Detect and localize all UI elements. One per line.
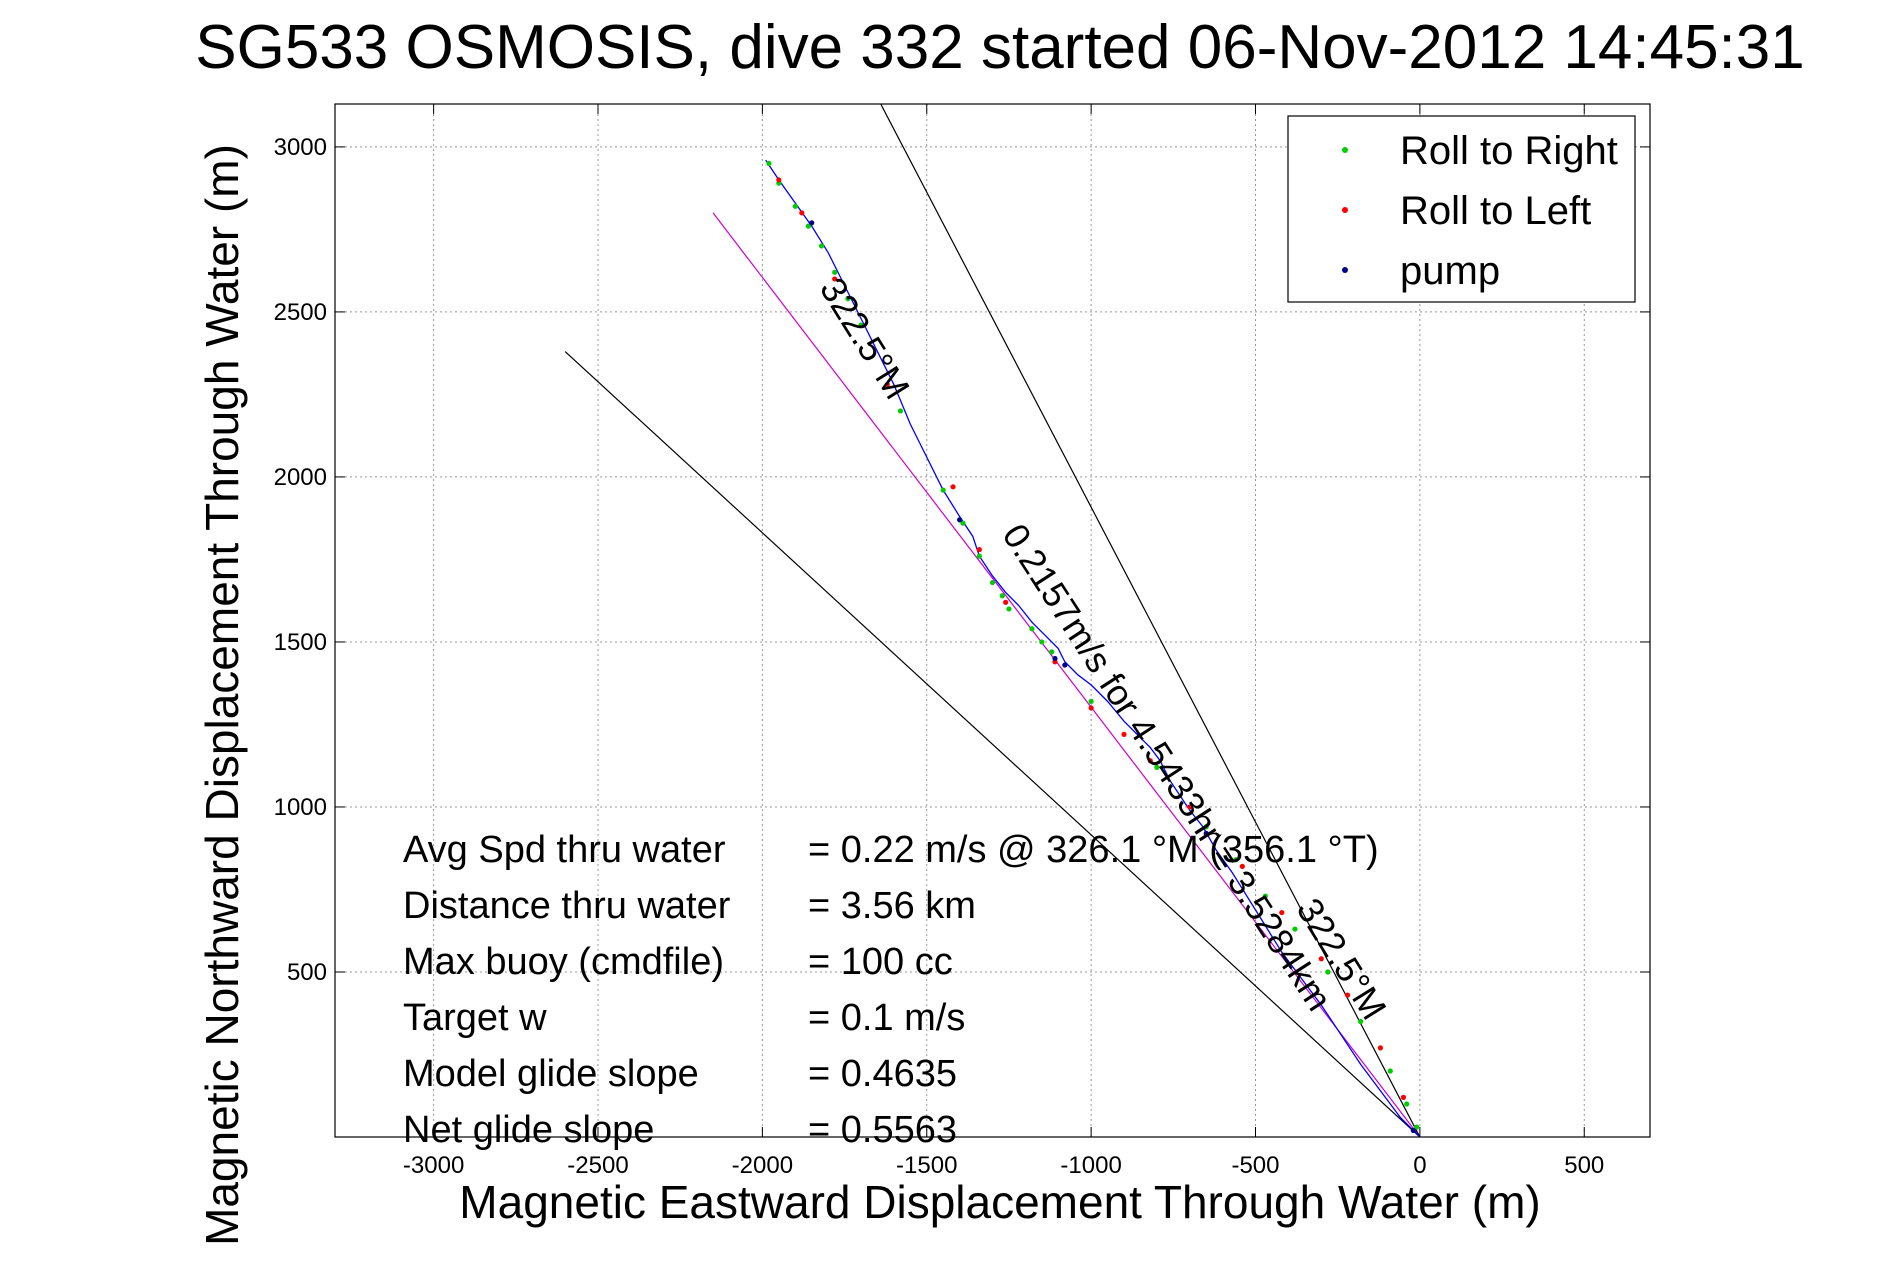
data-point bbox=[989, 579, 996, 586]
stat-value: = 0.5563 bbox=[808, 1109, 957, 1151]
reference-line bbox=[564, 351, 1421, 1138]
data-point bbox=[999, 593, 1005, 599]
data-point bbox=[976, 546, 982, 553]
stat-label: Target w bbox=[403, 997, 547, 1039]
stat-value: = 3.56 km bbox=[808, 885, 976, 927]
data-point bbox=[1233, 857, 1239, 863]
x-tick-label: -2500 bbox=[567, 1152, 628, 1179]
x-tick-label: -1000 bbox=[1060, 1152, 1121, 1179]
data-point bbox=[792, 203, 798, 209]
data-point bbox=[940, 487, 946, 493]
y-tick-label: 1000 bbox=[274, 794, 327, 821]
stat-value: = 100 cc bbox=[808, 941, 953, 983]
legend: Roll to Right Roll to Left pump bbox=[1287, 115, 1636, 303]
data-point bbox=[1239, 863, 1245, 869]
data-point bbox=[799, 210, 805, 216]
data-point bbox=[1279, 909, 1285, 916]
data-point bbox=[818, 243, 825, 249]
stat-value: = 0.4635 bbox=[808, 1053, 957, 1095]
legend-marker bbox=[1342, 147, 1348, 153]
data-point bbox=[1003, 599, 1009, 605]
data-point bbox=[845, 296, 851, 302]
data-point bbox=[1404, 1101, 1410, 1107]
stat-value: = 0.22 m/s @ 326.1 °M (356.1 °T) bbox=[808, 829, 1379, 871]
data-point bbox=[1400, 1094, 1407, 1100]
data-point bbox=[1377, 1045, 1384, 1051]
y-tick-label: 500 bbox=[287, 959, 327, 986]
data-point bbox=[1049, 649, 1055, 655]
data-point bbox=[858, 322, 864, 328]
data-point bbox=[1318, 956, 1324, 962]
track-line bbox=[765, 159, 1421, 1138]
chart-title: SG533 OSMOSIS, dive 332 started 06-Nov-2… bbox=[195, 13, 1805, 82]
data-point bbox=[1203, 830, 1209, 836]
data-point bbox=[1387, 1068, 1393, 1074]
data-point bbox=[1088, 698, 1094, 704]
stat-label: Distance thru water bbox=[403, 885, 731, 927]
data-point bbox=[897, 408, 904, 414]
reference-line bbox=[880, 103, 1421, 1138]
data-point bbox=[950, 484, 956, 490]
legend-marker bbox=[1342, 267, 1348, 273]
data-point bbox=[1006, 606, 1012, 612]
x-tick-label: 0 bbox=[1413, 1152, 1426, 1179]
data-point bbox=[832, 269, 838, 275]
x-axis-label: Magnetic Eastward Displacement Through W… bbox=[459, 1176, 1540, 1228]
stat-label: Max buoy (cmdfile) bbox=[403, 941, 724, 983]
data-point bbox=[960, 520, 966, 526]
reference-line bbox=[712, 212, 1421, 1138]
stats-annotation: Avg Spd thru water = 0.22 m/s @ 326.1 °M … bbox=[403, 829, 1379, 1151]
y-axis-label: Magnetic Northward Displacement Through … bbox=[196, 144, 248, 1246]
y-tick-label: 2000 bbox=[274, 464, 327, 491]
data-point bbox=[1154, 764, 1160, 770]
y-tick-label: 3000 bbox=[274, 134, 327, 161]
legend-label: Roll to Right bbox=[1400, 129, 1618, 173]
data-point bbox=[1147, 758, 1153, 764]
x-tick-label: 500 bbox=[1564, 1152, 1604, 1179]
data-point bbox=[776, 177, 782, 183]
data-point bbox=[1292, 926, 1298, 932]
x-tick-label: -2000 bbox=[732, 1152, 793, 1179]
data-point bbox=[1029, 626, 1035, 632]
data-point bbox=[1203, 824, 1209, 830]
data-point bbox=[832, 276, 838, 282]
x-tick-label: -1500 bbox=[896, 1152, 957, 1179]
data-point bbox=[1121, 731, 1127, 737]
data-point bbox=[766, 160, 772, 167]
data-point bbox=[1325, 969, 1331, 975]
x-tick-label: -3000 bbox=[403, 1152, 464, 1179]
data-point bbox=[976, 553, 982, 559]
stat-label: Model glide slope bbox=[403, 1053, 699, 1095]
y-tick-label: 2500 bbox=[274, 299, 327, 326]
data-point bbox=[1358, 1018, 1364, 1025]
data-point bbox=[1187, 804, 1193, 810]
legend-label: pump bbox=[1400, 249, 1500, 293]
stat-value: = 0.1 m/s bbox=[808, 997, 965, 1039]
data-point bbox=[1344, 992, 1351, 998]
data-point bbox=[1410, 1127, 1416, 1133]
legend-marker bbox=[1342, 207, 1348, 213]
stat-label: Net glide slope bbox=[403, 1109, 654, 1151]
legend-label: Roll to Left bbox=[1400, 189, 1591, 233]
data-point bbox=[884, 381, 890, 388]
plot-frame bbox=[334, 103, 1651, 1138]
data-point bbox=[1062, 662, 1068, 668]
data-point bbox=[1088, 705, 1094, 711]
data-point bbox=[809, 220, 815, 226]
data-point bbox=[1039, 639, 1045, 645]
data-point bbox=[1052, 655, 1058, 662]
stat-label: Avg Spd thru water bbox=[403, 829, 726, 871]
x-tick-label: -500 bbox=[1231, 1152, 1279, 1179]
data-point bbox=[957, 517, 963, 523]
data-point bbox=[805, 223, 812, 229]
data-point bbox=[1262, 893, 1268, 899]
y-tick-label: 1500 bbox=[274, 629, 327, 656]
data-point bbox=[1413, 1124, 1420, 1130]
